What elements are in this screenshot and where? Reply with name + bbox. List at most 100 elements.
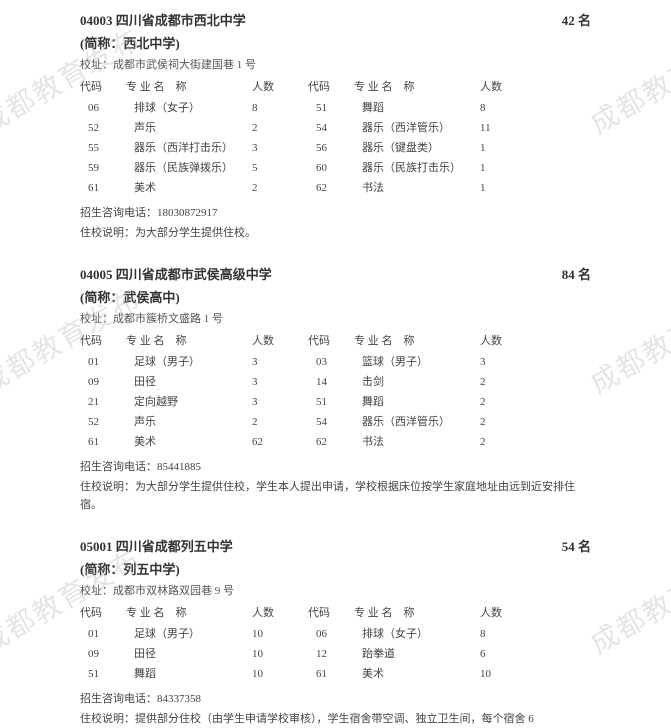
table-cell: 61	[80, 432, 120, 452]
table-row: 01足球（男子）303篮球（男子）3	[80, 352, 591, 372]
table-header-cell: 专 业 名 称	[354, 332, 474, 348]
table-cell: 1	[480, 138, 530, 158]
school-short-name: (简称：西北中学)	[80, 33, 591, 52]
table-rows: 06排球（女子）851舞蹈852声乐254器乐（西洋管乐）1155器乐（西洋打击…	[80, 98, 591, 198]
table-cell: 足球（男子）	[126, 352, 246, 372]
table-header-cell: 专 业 名 称	[126, 604, 246, 620]
table-header-cell: 人数	[480, 332, 530, 348]
table-cell: 舞蹈	[126, 664, 246, 684]
table-cell: 舞蹈	[354, 392, 474, 412]
table-cell: 59	[80, 158, 120, 178]
table-cell: 2	[480, 372, 530, 392]
table-cell: 跆拳道	[354, 644, 474, 664]
boarding-note: 住校说明：为大部分学生提供住校，学生本人提出申请，学校根据床位按学生家庭地址由远…	[80, 478, 591, 514]
table-row: 59器乐（民族弹拨乐）560器乐（民族打击乐）1	[80, 158, 591, 178]
table-cell: 09	[80, 372, 120, 392]
table-header-cell: 人数	[252, 332, 302, 348]
table-cell: 书法	[354, 432, 474, 452]
table-cell: 排球（女子）	[354, 624, 474, 644]
table-row: 52声乐254器乐（西洋管乐）11	[80, 118, 591, 138]
table-cell: 51	[308, 98, 348, 118]
table-cell: 篮球（男子）	[354, 352, 474, 372]
table-row: 21定向越野351舞蹈2	[80, 392, 591, 412]
school-block: 04003 四川省成都市西北中学42 名(简称：西北中学)校址：成都市武侯祠大街…	[80, 10, 591, 242]
table-header-cell: 代码	[308, 332, 348, 348]
table-cell: 2	[252, 412, 302, 432]
table-cell: 09	[80, 644, 120, 664]
table-row: 51舞蹈1061美术10	[80, 664, 591, 684]
school-header: 04005 四川省成都市武侯高级中学84 名	[80, 264, 591, 283]
table-row: 09田径314击剑2	[80, 372, 591, 392]
table-row: 01足球（男子）1006排球（女子）8	[80, 624, 591, 644]
school-short-name: (简称：武侯高中)	[80, 287, 591, 306]
table-cell: 60	[308, 158, 348, 178]
table-row: 55 器乐（西洋打击乐） 3 56 器乐（键盘类） 1	[80, 138, 591, 158]
table-header-cell: 代码	[308, 604, 348, 620]
table-header-cell: 专 业 名 称	[126, 78, 246, 94]
table-header-cell: 代码	[308, 78, 348, 94]
table-cell: 器乐（键盘类）	[354, 138, 474, 158]
table-cell: 器乐（西洋管乐）	[354, 118, 474, 138]
table-cell: 62	[308, 178, 348, 198]
table-row: 09田径1012跆拳道6	[80, 644, 591, 664]
table-cell: 8	[480, 624, 530, 644]
table-cell: 2	[480, 432, 530, 452]
table-cell: 田径	[126, 372, 246, 392]
table-cell: 器乐（民族弹拨乐）	[126, 158, 246, 178]
table-cell: 美术	[126, 178, 246, 198]
table-cell: 10	[480, 664, 530, 684]
table-cell: 10	[252, 644, 302, 664]
table-cell: 器乐（民族打击乐）	[354, 158, 474, 178]
table-cell: 01	[80, 624, 120, 644]
boarding-note: 住校说明：提供部分住校（由学生申请学校审核），学生宿舍带空调、独立卫生间，每个宿…	[80, 710, 591, 728]
table-cell: 声乐	[126, 118, 246, 138]
table-cell: 1	[480, 158, 530, 178]
table-cell: 54	[308, 412, 348, 432]
watermark: 成都教育发布	[582, 538, 671, 663]
table-cell: 器乐（西洋管乐）	[354, 412, 474, 432]
table-cell: 55	[80, 138, 120, 158]
table-cell: 03	[308, 352, 348, 372]
school-header: 05001 四川省成都列五中学54 名	[80, 536, 591, 555]
table-cell: 56	[308, 138, 348, 158]
table-cell: 51	[80, 664, 120, 684]
table-header: 代码专 业 名 称人数代码专 业 名 称人数	[80, 332, 591, 348]
school-total: 84 名	[562, 264, 591, 283]
table-row: 61美术6262书法2	[80, 432, 591, 452]
school-block: 04005 四川省成都市武侯高级中学84 名(简称：武侯高中)校址：成都市簇桥文…	[80, 264, 591, 514]
table-cell: 足球（男子）	[126, 624, 246, 644]
table-cell: 3	[252, 392, 302, 412]
table-row: 52声乐254器乐（西洋管乐）2	[80, 412, 591, 432]
table-cell: 12	[308, 644, 348, 664]
table-header-cell: 人数	[480, 78, 530, 94]
table-cell: 书法	[354, 178, 474, 198]
table-cell: 52	[80, 412, 120, 432]
table-cell: 定向越野	[126, 392, 246, 412]
table-cell: 击剑	[354, 372, 474, 392]
school-short-name: (简称：列五中学)	[80, 559, 591, 578]
table-cell: 美术	[126, 432, 246, 452]
table-cell: 61	[308, 664, 348, 684]
table-header: 代码专 业 名 称人数代码专 业 名 称人数	[80, 604, 591, 620]
table-cell: 美术	[354, 664, 474, 684]
table-cell: 3	[252, 352, 302, 372]
table-cell: 61	[80, 178, 120, 198]
table-cell: 51	[308, 392, 348, 412]
table-cell: 1	[480, 178, 530, 198]
table-header-cell: 专 业 名 称	[354, 604, 474, 620]
table-cell: 3	[252, 372, 302, 392]
boarding-note: 住校说明：为大部分学生提供住校。	[80, 224, 591, 242]
table-cell: 舞蹈	[354, 98, 474, 118]
watermark: 成都教育发布	[582, 18, 671, 143]
table-header: 代码专 业 名 称人数代码专 业 名 称人数	[80, 78, 591, 94]
table-header-cell: 代码	[80, 332, 120, 348]
table-cell: 田径	[126, 644, 246, 664]
school-header: 04003 四川省成都市西北中学42 名	[80, 10, 591, 29]
table-cell: 54	[308, 118, 348, 138]
table-cell: 52	[80, 118, 120, 138]
table-cell: 8	[480, 98, 530, 118]
table-cell: 01	[80, 352, 120, 372]
table-cell: 3	[252, 138, 302, 158]
table-cell: 器乐（西洋打击乐）	[126, 138, 246, 158]
table-cell: 06	[308, 624, 348, 644]
